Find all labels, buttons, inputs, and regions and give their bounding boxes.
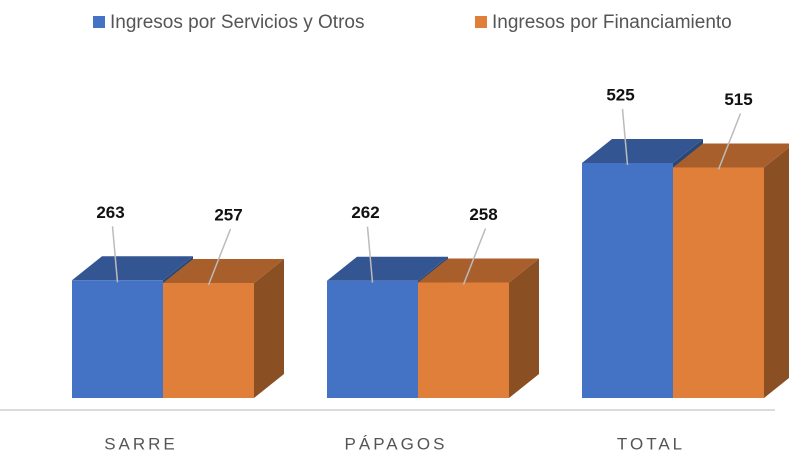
data-label: 262: [351, 203, 379, 222]
data-label: 525: [606, 85, 634, 104]
leader-line: [366, 226, 374, 283]
x-tick-label: PÁPAGOS: [345, 434, 448, 453]
bar-face: [72, 280, 163, 398]
legend-swatch: [93, 16, 105, 28]
bar: [673, 143, 789, 398]
data-label: 258: [469, 205, 497, 224]
legend-label: Ingresos por Financiamiento: [492, 12, 732, 33]
bar-face: [72, 256, 193, 281]
bar-face: [163, 282, 254, 398]
x-tick-label: TOTAL: [617, 434, 685, 453]
bar-face: [673, 143, 789, 168]
leader-line: [717, 113, 742, 170]
bar-face: [509, 258, 539, 398]
leader-line: [111, 226, 119, 283]
bar-face: [327, 256, 448, 281]
leader-line: [462, 228, 487, 285]
bar-face: [673, 167, 764, 398]
bar-face: [327, 280, 418, 398]
legend-label: Ingresos por Servicios y Otros: [110, 12, 364, 33]
leader-line: [621, 108, 629, 166]
bar-face: [582, 163, 673, 398]
bar: [163, 258, 284, 398]
bar-face: [418, 258, 539, 283]
leader-line: [207, 228, 232, 286]
x-tick-label: SARRE: [104, 434, 178, 453]
bar: [418, 258, 539, 398]
data-label: 263: [96, 203, 124, 222]
data-label: 515: [724, 90, 752, 109]
bar-face: [764, 147, 789, 398]
bar-face: [418, 282, 509, 398]
data-label: 257: [214, 205, 242, 224]
bar-face: [254, 258, 284, 398]
bar-face: [582, 139, 703, 163]
bar-face: [163, 258, 284, 283]
legend-swatch: [475, 16, 487, 28]
